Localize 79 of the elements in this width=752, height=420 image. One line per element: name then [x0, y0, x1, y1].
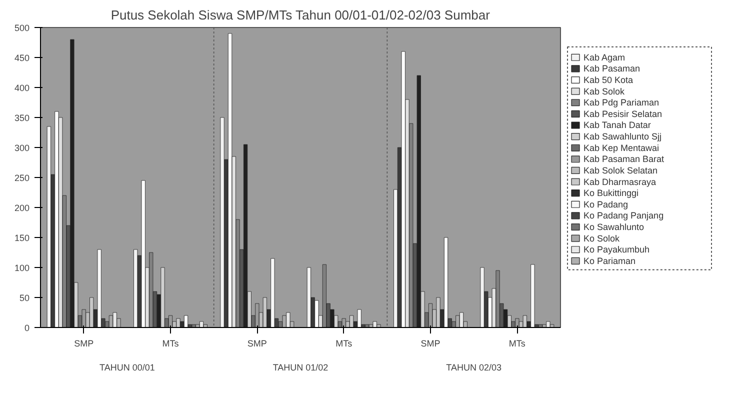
legend-label: Kab Sawahlunto Sjj — [584, 132, 662, 142]
legend-label: Ko Sawahlunto — [584, 222, 644, 232]
legend-label: Ko Padang Panjang — [584, 210, 664, 221]
bar — [436, 297, 440, 328]
y-tick-label: 50 — [19, 293, 30, 303]
bar — [134, 249, 138, 328]
text: TAHUN 01/02 — [272, 362, 328, 372]
bar — [112, 312, 117, 328]
bar — [365, 324, 370, 328]
bar — [149, 252, 154, 328]
bar — [357, 309, 362, 328]
bar — [160, 267, 165, 328]
legend-label: Kab Solok — [584, 86, 626, 96]
y-tick-label: 200 — [14, 203, 30, 213]
bar — [54, 111, 59, 328]
legend-label: Kab Pasaman Barat — [584, 154, 665, 164]
legend-label: Kab Agam — [584, 52, 626, 62]
bar — [184, 315, 188, 328]
legend-label: Kab 50 Kota — [584, 75, 634, 85]
x-tick-label: MTs — [336, 338, 353, 348]
bar — [416, 75, 421, 328]
bar — [522, 315, 527, 328]
legend-label: Kab Solok Selatan — [584, 165, 658, 176]
bar — [203, 324, 208, 328]
bar — [459, 312, 464, 328]
bar — [97, 249, 102, 328]
bar — [199, 321, 204, 328]
text: TAHUN 00/01 — [99, 362, 155, 372]
bar — [376, 324, 381, 328]
legend-label: Kab Pasaman — [584, 64, 640, 74]
bar — [141, 180, 146, 328]
bar — [243, 144, 248, 328]
bar — [262, 297, 267, 328]
x-tick-label: SMP — [420, 338, 440, 348]
y-tick-label: 300 — [14, 143, 30, 153]
bar — [444, 237, 448, 328]
legend-label: Kab Pdg Pariaman — [584, 98, 660, 108]
bar — [530, 264, 535, 328]
legend-label: Ko Pariaman — [584, 256, 636, 266]
bar — [350, 315, 354, 328]
legend-label: Kab Pesisir Selatan — [584, 108, 662, 119]
legend-label: Kab Tanah Datar — [584, 120, 651, 130]
bar — [90, 297, 94, 328]
legend-label: Ko Padang — [584, 199, 628, 210]
y-tick-label: 100 — [14, 263, 30, 273]
bar — [306, 267, 311, 328]
x-tick-label: MTs — [162, 338, 180, 348]
x-tick-label: MTs — [508, 338, 526, 348]
bar — [176, 318, 180, 328]
bar — [270, 258, 275, 328]
bar — [192, 324, 196, 328]
legend-label: Ko Payakumbuh — [584, 244, 650, 255]
y-tick-label: 150 — [14, 233, 30, 243]
y-tick-label: 0 — [24, 323, 30, 333]
chart-title: Putus Sekolah Siswa SMP/MTs Tahun 00/01-01/02-02/03 Sumbar — [110, 8, 491, 22]
bar — [372, 321, 377, 328]
bar — [220, 117, 224, 328]
x-tick-label: SMP — [74, 338, 94, 348]
legend-label: Ko Bukittinggi — [584, 188, 639, 198]
y-tick-label: 450 — [14, 53, 30, 63]
y-tick-label: 400 — [14, 83, 30, 93]
bar — [550, 324, 554, 328]
bar — [322, 264, 326, 328]
bar — [546, 321, 550, 328]
y-tick-label: 250 — [14, 173, 30, 183]
bar — [496, 270, 500, 328]
bar — [70, 39, 74, 328]
y-tick-label: 350 — [14, 113, 30, 123]
legend-label: Kab Kep Mentawai — [584, 142, 660, 153]
bar — [228, 33, 232, 328]
y-tick-label: 500 — [14, 23, 30, 33]
legend-label: Ko Solok — [584, 233, 620, 244]
bar — [480, 267, 484, 328]
bar — [314, 300, 319, 328]
bar — [286, 312, 290, 328]
legend-label: Kab Dharmasraya — [584, 176, 656, 187]
text: TAHUN 02/03 — [446, 362, 502, 372]
bar — [401, 51, 406, 328]
x-tick-label: SMP — [247, 338, 267, 348]
